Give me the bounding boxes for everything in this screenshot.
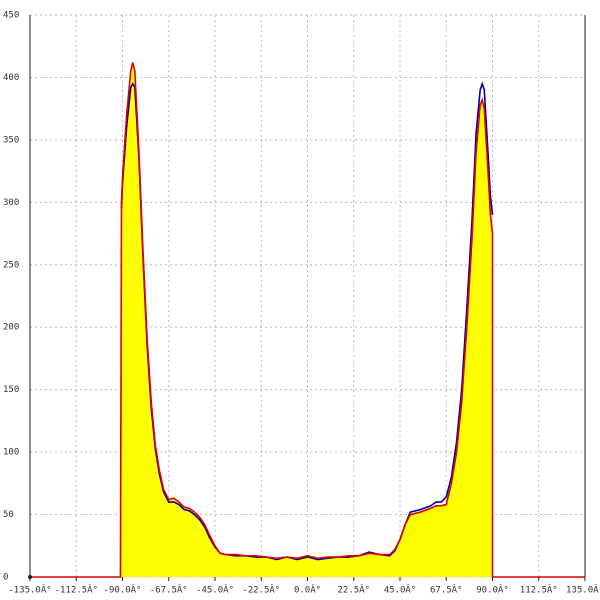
series-line bbox=[30, 62, 585, 578]
grid bbox=[29, 14, 586, 578]
x-tick-label: -45.0Â° bbox=[196, 584, 234, 596]
labels: 0 50 100 150 200 250 300 350 400 450 -135.0Â° -112.… bbox=[3, 11, 600, 596]
x-tick-label: -135.0Â° bbox=[8, 584, 51, 596]
x-tick-label: 22.5Â° bbox=[337, 584, 370, 596]
y-tick-label: 250 bbox=[3, 260, 19, 270]
plot bbox=[30, 62, 585, 578]
x-tick-label: 90.0Â° bbox=[476, 584, 509, 596]
y-tick-label: 300 bbox=[3, 198, 19, 208]
x-tick-label: 67.5Â° bbox=[430, 584, 463, 596]
x-tick-label: 45.0Â° bbox=[384, 584, 417, 596]
y-tick-label: 400 bbox=[3, 73, 19, 83]
y-tick-label: 200 bbox=[3, 323, 19, 333]
y-tick-label: 50 bbox=[3, 510, 14, 520]
y-tick-label: 0 bbox=[3, 573, 8, 583]
y-tick-label: 450 bbox=[3, 11, 19, 21]
origin-dot bbox=[28, 575, 32, 579]
area-fill bbox=[30, 62, 585, 578]
x-tick-label: 112.5Â° bbox=[520, 584, 558, 596]
x-tick-label: 135.0Â° bbox=[566, 584, 600, 596]
series-line bbox=[120, 81, 494, 561]
y-tick-label: 100 bbox=[3, 448, 19, 458]
x-tick-label: -67.5Â° bbox=[150, 584, 188, 596]
x-tick-label: -22.5Â° bbox=[242, 584, 280, 596]
x-tick-label: -112.5Â° bbox=[55, 584, 98, 596]
x-tick-label: 0.0Â° bbox=[294, 584, 321, 596]
y-tick-label: 150 bbox=[3, 385, 19, 395]
x-tick-label: -90.0Â° bbox=[104, 584, 142, 596]
y-tick-label: 350 bbox=[3, 135, 19, 145]
